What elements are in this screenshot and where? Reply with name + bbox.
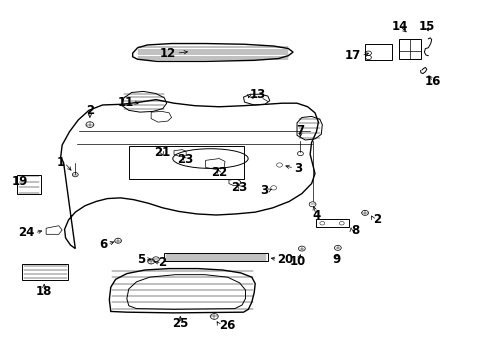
Text: 10: 10 [289, 255, 305, 268]
Text: 3: 3 [293, 162, 302, 175]
Text: 19: 19 [12, 175, 28, 188]
Text: 23: 23 [231, 181, 247, 194]
Text: 9: 9 [332, 253, 340, 266]
Text: 16: 16 [424, 75, 441, 88]
Text: 5: 5 [136, 253, 144, 266]
Text: 17: 17 [344, 49, 361, 62]
Text: 2: 2 [158, 256, 165, 269]
Text: 13: 13 [249, 88, 265, 101]
Text: 11: 11 [117, 96, 133, 109]
Text: 23: 23 [177, 153, 193, 166]
Text: 22: 22 [211, 166, 227, 179]
Text: 6: 6 [99, 238, 107, 251]
Text: 18: 18 [36, 285, 52, 298]
Text: 12: 12 [160, 47, 176, 60]
Text: 25: 25 [172, 317, 188, 330]
Text: 2: 2 [372, 213, 381, 226]
Text: 26: 26 [219, 319, 235, 332]
Text: 2: 2 [85, 104, 94, 117]
Text: 4: 4 [312, 209, 320, 222]
Text: 7: 7 [296, 124, 304, 137]
Text: 8: 8 [351, 224, 359, 237]
Text: 1: 1 [56, 156, 64, 169]
Text: 15: 15 [418, 20, 434, 33]
Text: 14: 14 [391, 20, 407, 33]
Text: 20: 20 [277, 253, 293, 266]
Text: 3: 3 [259, 184, 267, 197]
Text: 21: 21 [153, 146, 170, 159]
Text: 24: 24 [18, 226, 34, 239]
